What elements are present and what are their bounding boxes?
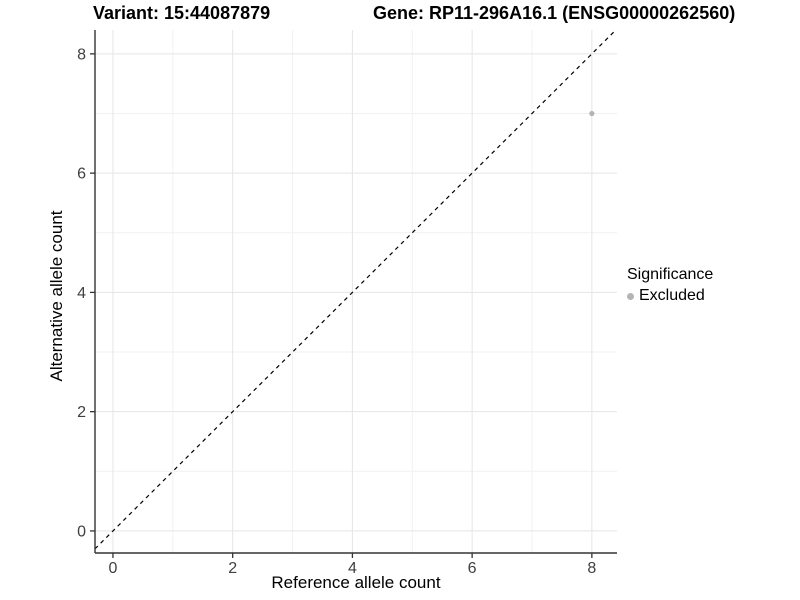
legend-entry-excluded: Excluded xyxy=(627,287,713,305)
identity-line xyxy=(94,29,617,550)
y-tick-label: 0 xyxy=(77,523,86,540)
y-tick-label: 4 xyxy=(77,285,86,302)
variant-title: Variant: 15:44087879 xyxy=(93,3,271,23)
gene-title: Gene: RP11-296A16.1 (ENSG00000262560) xyxy=(373,3,736,23)
y-tick-label: 2 xyxy=(77,404,86,421)
x-tick-label: 4 xyxy=(348,560,357,577)
y-tick-label: 6 xyxy=(77,166,86,183)
x-tick-label: 0 xyxy=(109,560,118,577)
legend-entry-label: Excluded xyxy=(639,287,705,304)
x-tick-label: 6 xyxy=(468,560,477,577)
y-tick-label: 8 xyxy=(77,46,86,63)
legend: Significance Excluded xyxy=(627,266,713,305)
x-tick-label: 2 xyxy=(228,560,237,577)
data-point xyxy=(589,110,595,117)
y-axis-label: Alternative allele count xyxy=(47,210,66,382)
panel-background xyxy=(95,30,617,553)
x-tick-label: 8 xyxy=(587,560,596,577)
x-axis-label: Reference allele count xyxy=(271,573,441,592)
legend-title: Significance xyxy=(627,266,714,283)
legend-point-icon xyxy=(627,292,634,300)
